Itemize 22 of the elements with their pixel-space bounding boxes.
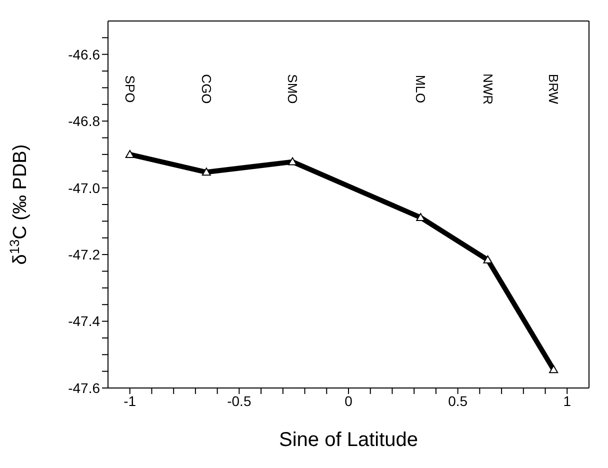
y-tick-label: -47.0 bbox=[68, 180, 100, 196]
point bbox=[483, 255, 492, 264]
y-tick-label: -47.4 bbox=[68, 313, 100, 330]
x-tick-label: 0.5 bbox=[448, 392, 468, 409]
point bbox=[202, 168, 211, 176]
point bbox=[125, 150, 134, 158]
annotation: BRW bbox=[546, 74, 562, 105]
y-tick-label: -47.2 bbox=[68, 246, 100, 263]
y-tick-label: -46.6 bbox=[68, 46, 100, 62]
annotation: SPO bbox=[122, 75, 138, 103]
x-tick-label: -0.5 bbox=[227, 392, 252, 409]
x-tick-label: 0 bbox=[344, 392, 353, 409]
y-tick-label: -47.6 bbox=[68, 380, 100, 396]
x-axis-title: Sine of Latitude bbox=[279, 429, 418, 451]
y-tick-label: -46.8 bbox=[68, 113, 100, 130]
x-tick-label: 1 bbox=[563, 392, 572, 409]
annotation: NWR bbox=[480, 73, 496, 105]
annotation: MLO bbox=[413, 74, 428, 104]
x-tick-label: -1 bbox=[124, 392, 136, 409]
point bbox=[549, 365, 558, 374]
annotation: CGO bbox=[198, 74, 214, 104]
annotation: SMO bbox=[285, 74, 300, 104]
